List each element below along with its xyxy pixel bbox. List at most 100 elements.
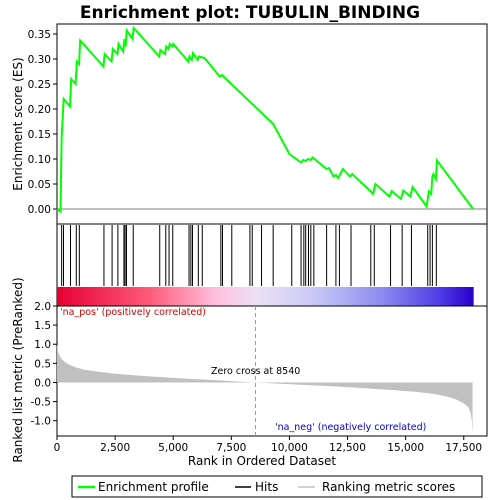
rank-bar-segment bbox=[297, 287, 302, 306]
rank-bar-segment bbox=[342, 287, 346, 306]
rank-bar-segment bbox=[131, 287, 135, 306]
rank-bar-segment bbox=[107, 287, 112, 306]
rank-bar-segment bbox=[339, 287, 343, 306]
x-tick-label: 17,500 bbox=[445, 442, 482, 454]
rank-bar-segment bbox=[184, 287, 189, 306]
rank-bar-segment bbox=[470, 287, 474, 306]
rank-bar-segment bbox=[158, 287, 162, 306]
rank-bar-segment bbox=[205, 287, 210, 306]
rank-bar-segment bbox=[273, 287, 278, 306]
rank-bar-segment bbox=[235, 287, 239, 306]
rank-bar-segment bbox=[440, 287, 444, 306]
rank-bar-segment bbox=[351, 287, 355, 306]
rank-bar-segment bbox=[300, 287, 305, 306]
rank-bar-segment bbox=[422, 287, 427, 306]
rank-bar-segment bbox=[363, 287, 367, 306]
rank-bar-segment bbox=[92, 287, 97, 306]
rank-bar-segment bbox=[59, 287, 64, 306]
rank-bar-segment bbox=[214, 287, 219, 306]
rank-bar-segment bbox=[152, 287, 156, 306]
rank-bar-segment bbox=[125, 287, 129, 306]
rank-bar-segment bbox=[404, 287, 409, 306]
metric-tick-label: 2.0 bbox=[34, 301, 51, 313]
rank-bar-segment bbox=[202, 287, 207, 306]
rank-bar-segment bbox=[386, 287, 391, 306]
rank-bar-segment bbox=[330, 287, 334, 306]
rank-bar-segment bbox=[327, 287, 332, 306]
rank-bar-segment bbox=[140, 287, 144, 306]
rank-bar-segment bbox=[309, 287, 314, 306]
metric-tick-label: 0.5 bbox=[34, 358, 51, 370]
rank-bar-segment bbox=[68, 287, 73, 306]
rank-bar-segment bbox=[178, 287, 183, 306]
es-panel: 0.00 0.05 0.10 0.15 0.20 0.25 0.30 0.35 bbox=[28, 23, 488, 225]
rank-bar-segment bbox=[169, 287, 174, 306]
rank-bar-segment bbox=[250, 287, 254, 306]
rank-bar-segment bbox=[95, 287, 100, 306]
rank-bar-segment bbox=[193, 287, 198, 306]
metric-tick-label: 1.0 bbox=[34, 339, 51, 351]
rank-bar-segment bbox=[336, 287, 340, 306]
rank-bar-segment bbox=[62, 287, 67, 306]
x-tick-label: 5,000 bbox=[158, 442, 188, 454]
rank-bar-segment bbox=[196, 287, 201, 306]
legend-label-hits: Hits bbox=[255, 480, 278, 494]
rank-bar-segment bbox=[244, 287, 248, 306]
es-tick-label: 0.05 bbox=[28, 179, 51, 191]
chart-title: Enrichment plot: TUBULIN_BINDING bbox=[80, 3, 420, 23]
rank-bar-segment bbox=[211, 287, 216, 306]
rank-bar-segment bbox=[431, 287, 436, 306]
rank-bar-segment bbox=[190, 287, 195, 306]
rank-bar-segment bbox=[306, 287, 311, 306]
rank-bar-segment bbox=[163, 287, 168, 306]
rank-bar-segment bbox=[276, 287, 281, 306]
metric-tick-label: -1.0 bbox=[31, 416, 52, 428]
rank-bar-segment bbox=[208, 287, 213, 306]
rank-bar-segment bbox=[119, 287, 123, 306]
es-tick-label: 0.10 bbox=[28, 154, 51, 166]
rank-bar-segment bbox=[458, 287, 462, 306]
rank-bar-segment bbox=[110, 287, 115, 306]
rank-bar-segment bbox=[288, 287, 293, 306]
rank-bar-segment bbox=[398, 287, 403, 306]
rank-bar-segment bbox=[155, 287, 159, 306]
rank-bar-segment bbox=[446, 287, 450, 306]
rank-bar-segment bbox=[324, 287, 329, 306]
rank-bar-segment bbox=[143, 287, 147, 306]
rank-bar-segment bbox=[89, 287, 94, 306]
rank-bar-segment bbox=[425, 287, 430, 306]
es-tick-label: 0.25 bbox=[28, 79, 51, 91]
neg-correlated-label: 'na_neg' (negatively correlated) bbox=[275, 422, 426, 433]
rank-bar-segment bbox=[98, 287, 103, 306]
ranking-metric-area bbox=[57, 344, 473, 435]
zero-cross-label: Zero cross at 8540 bbox=[211, 366, 300, 377]
rank-bar-segment bbox=[369, 287, 373, 306]
es-tick-label: 0.30 bbox=[28, 54, 51, 66]
rank-bar-segment bbox=[348, 287, 352, 306]
rank-bar-segment bbox=[413, 287, 418, 306]
rank-bar-segment bbox=[220, 287, 225, 306]
metric-axis-label: Ranked list metric (PreRanked) bbox=[11, 277, 25, 462]
rank-bar-segment bbox=[226, 287, 230, 306]
rank-bar-segment bbox=[366, 287, 370, 306]
rank-bar-segment bbox=[443, 287, 447, 306]
rank-bar-segment bbox=[410, 287, 415, 306]
legend-label-metric: Ranking metric scores bbox=[322, 480, 455, 494]
rank-bar-segment bbox=[416, 287, 421, 306]
x-tick-label: 0 bbox=[54, 442, 61, 454]
rank-bar-segment bbox=[137, 287, 141, 306]
rank-bar-segment bbox=[282, 287, 287, 306]
rank-bar-segment bbox=[321, 287, 326, 306]
rank-bar-segment bbox=[407, 287, 412, 306]
rank-bar-segment bbox=[247, 287, 251, 306]
es-axis-label: Enrichment score (ES) bbox=[11, 57, 25, 190]
rank-bar-segment bbox=[116, 287, 121, 306]
metric-panel: 2.0 1.5 1.0 0.5 0.0 -0.5 -1.0 'na_pos' (positi… bbox=[31, 301, 488, 437]
rank-bar-segment bbox=[146, 287, 150, 306]
rank-bar-segment bbox=[354, 287, 358, 306]
rank-bar-segment bbox=[449, 287, 453, 306]
rank-bar-segment bbox=[401, 287, 406, 306]
rank-bar-segment bbox=[122, 287, 126, 306]
rank-bar-segment bbox=[80, 287, 85, 306]
